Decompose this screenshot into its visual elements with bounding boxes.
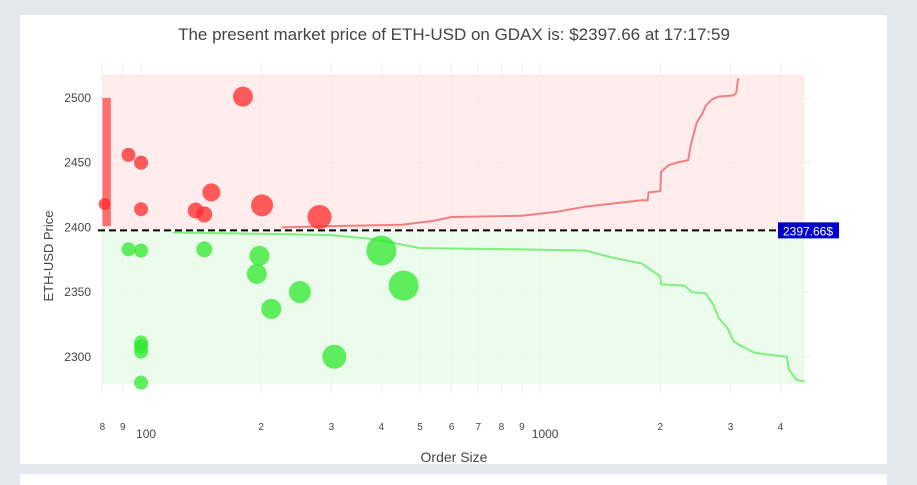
bid-band <box>102 231 805 384</box>
depth-lines <box>172 77 805 383</box>
y-tick-label: 2500 <box>64 91 91 105</box>
x-tick-label: 3 <box>728 422 734 433</box>
x-tick-label: 100 <box>136 427 156 441</box>
bid-marker <box>134 243 149 258</box>
bid-marker <box>196 241 213 258</box>
x-tick-label: 2 <box>258 422 264 433</box>
x-tick-label: 9 <box>120 422 126 433</box>
x-tick-label: 4 <box>778 422 784 433</box>
ask-marker <box>202 183 221 202</box>
x-tick-label: 1000 <box>532 427 559 441</box>
x-tick-label: 7 <box>476 422 482 433</box>
ask-marker <box>307 205 332 229</box>
depth-chart: 2397.66$ 8 9 100 2 3 4 5 6 7 8 9 1000 2 3 4 2300 2350 240… <box>41 25 839 464</box>
ask-marker <box>232 86 253 107</box>
axis-ticks: 8 9 100 2 3 4 5 6 7 8 9 1000 2 3 4 2300 2350 2400 2450 2500 <box>64 91 783 441</box>
current-price-line: 2397.66$ <box>98 222 839 239</box>
ask-marker <box>121 147 136 162</box>
bid-marker <box>121 242 136 257</box>
x-tick-label: 6 <box>449 422 455 433</box>
ask-depth-line <box>281 77 740 229</box>
y-tick-label: 2450 <box>64 156 91 170</box>
ask-marker <box>98 198 111 211</box>
bid-marker <box>288 281 311 304</box>
x-tick-label: 4 <box>379 422 385 433</box>
bid-marker <box>249 245 270 266</box>
x-tick-label: 9 <box>519 422 525 433</box>
ask-band <box>102 74 805 230</box>
order-markers <box>98 86 419 390</box>
x-tick-label: 8 <box>100 422 106 433</box>
chart-card: 2397.66$ 8 9 100 2 3 4 5 6 7 8 9 1000 2 3 4 2300 2350 240… <box>20 15 887 464</box>
bid-depth-line <box>172 231 805 383</box>
x-tick-label: 5 <box>417 422 423 433</box>
current-price-label-box <box>778 222 839 239</box>
ask-marker <box>251 194 274 217</box>
ask-volume-bar <box>102 97 111 227</box>
current-price-label: 2397.66$ <box>783 224 833 238</box>
bid-marker <box>134 344 149 359</box>
chart-title: The present market price of ETH-USD on G… <box>178 25 730 44</box>
bid-marker <box>261 298 282 319</box>
bid-marker <box>134 375 149 390</box>
x-axis-title: Order Size <box>421 449 488 464</box>
x-tick-label: 3 <box>329 422 335 433</box>
ask-marker <box>196 206 213 223</box>
x-tick-label: 2 <box>657 422 663 433</box>
bid-marker <box>322 344 347 369</box>
y-tick-label: 2300 <box>64 350 91 364</box>
ask-marker <box>134 202 149 217</box>
price-bands <box>102 74 805 384</box>
bid-marker <box>246 263 267 284</box>
bid-marker <box>366 235 397 266</box>
y-tick-label: 2400 <box>64 220 91 234</box>
y-tick-label: 2350 <box>64 285 91 299</box>
y-axis-title: ETH-USD Price <box>41 210 56 301</box>
bid-marker <box>388 270 419 301</box>
ask-marker <box>134 155 149 170</box>
x-tick-label: 8 <box>499 422 505 433</box>
lower-panel <box>20 474 887 485</box>
